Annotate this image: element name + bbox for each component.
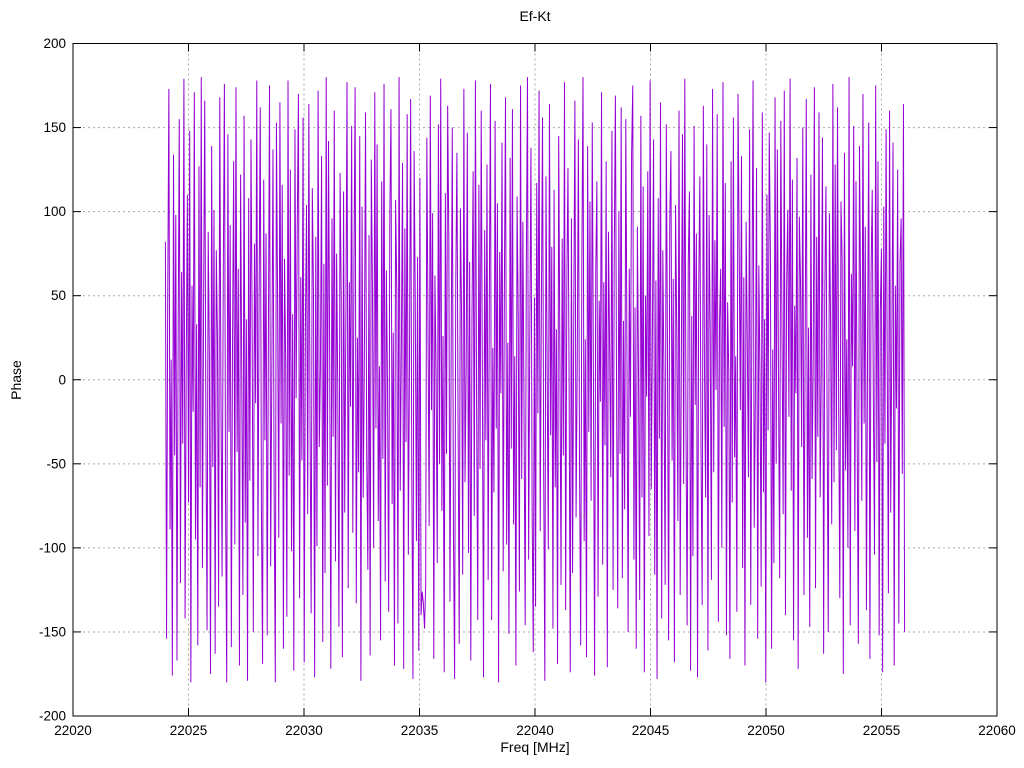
x-tick-label: 22050: [747, 723, 785, 738]
y-tick-label: 0: [58, 372, 66, 387]
plot-border: [72, 43, 998, 717]
x-tick-label: 22060: [978, 723, 1016, 738]
x-tick-label: 22020: [54, 723, 92, 738]
y-tick-label: -100: [39, 540, 66, 555]
y-tick-label: -150: [39, 624, 66, 639]
x-axis-label: Freq [MHz]: [500, 739, 570, 755]
x-tick-label: 22035: [401, 723, 439, 738]
phase-line: [164, 77, 906, 683]
y-tick-label: -200: [39, 709, 66, 724]
x-tick-label: 22045: [632, 723, 670, 738]
x-tick-label: 22030: [285, 723, 323, 738]
y-tick-label: 100: [43, 204, 66, 219]
phase-series: [164, 77, 906, 683]
x-tick-label: 22025: [170, 723, 208, 738]
x-tick-label: 22055: [863, 723, 901, 738]
y-tick-label: 150: [43, 120, 66, 135]
y-tick-label: -50: [46, 456, 66, 471]
x-tick-label: 22040: [516, 723, 554, 738]
y-tick-label: 50: [51, 288, 66, 303]
y-tick-label: 200: [43, 36, 66, 51]
chart-title: Ef-Kt: [519, 8, 551, 24]
tick-labels: 22020 22025 22030 22035 22040 22045 22050 22055…: [39, 36, 1016, 738]
